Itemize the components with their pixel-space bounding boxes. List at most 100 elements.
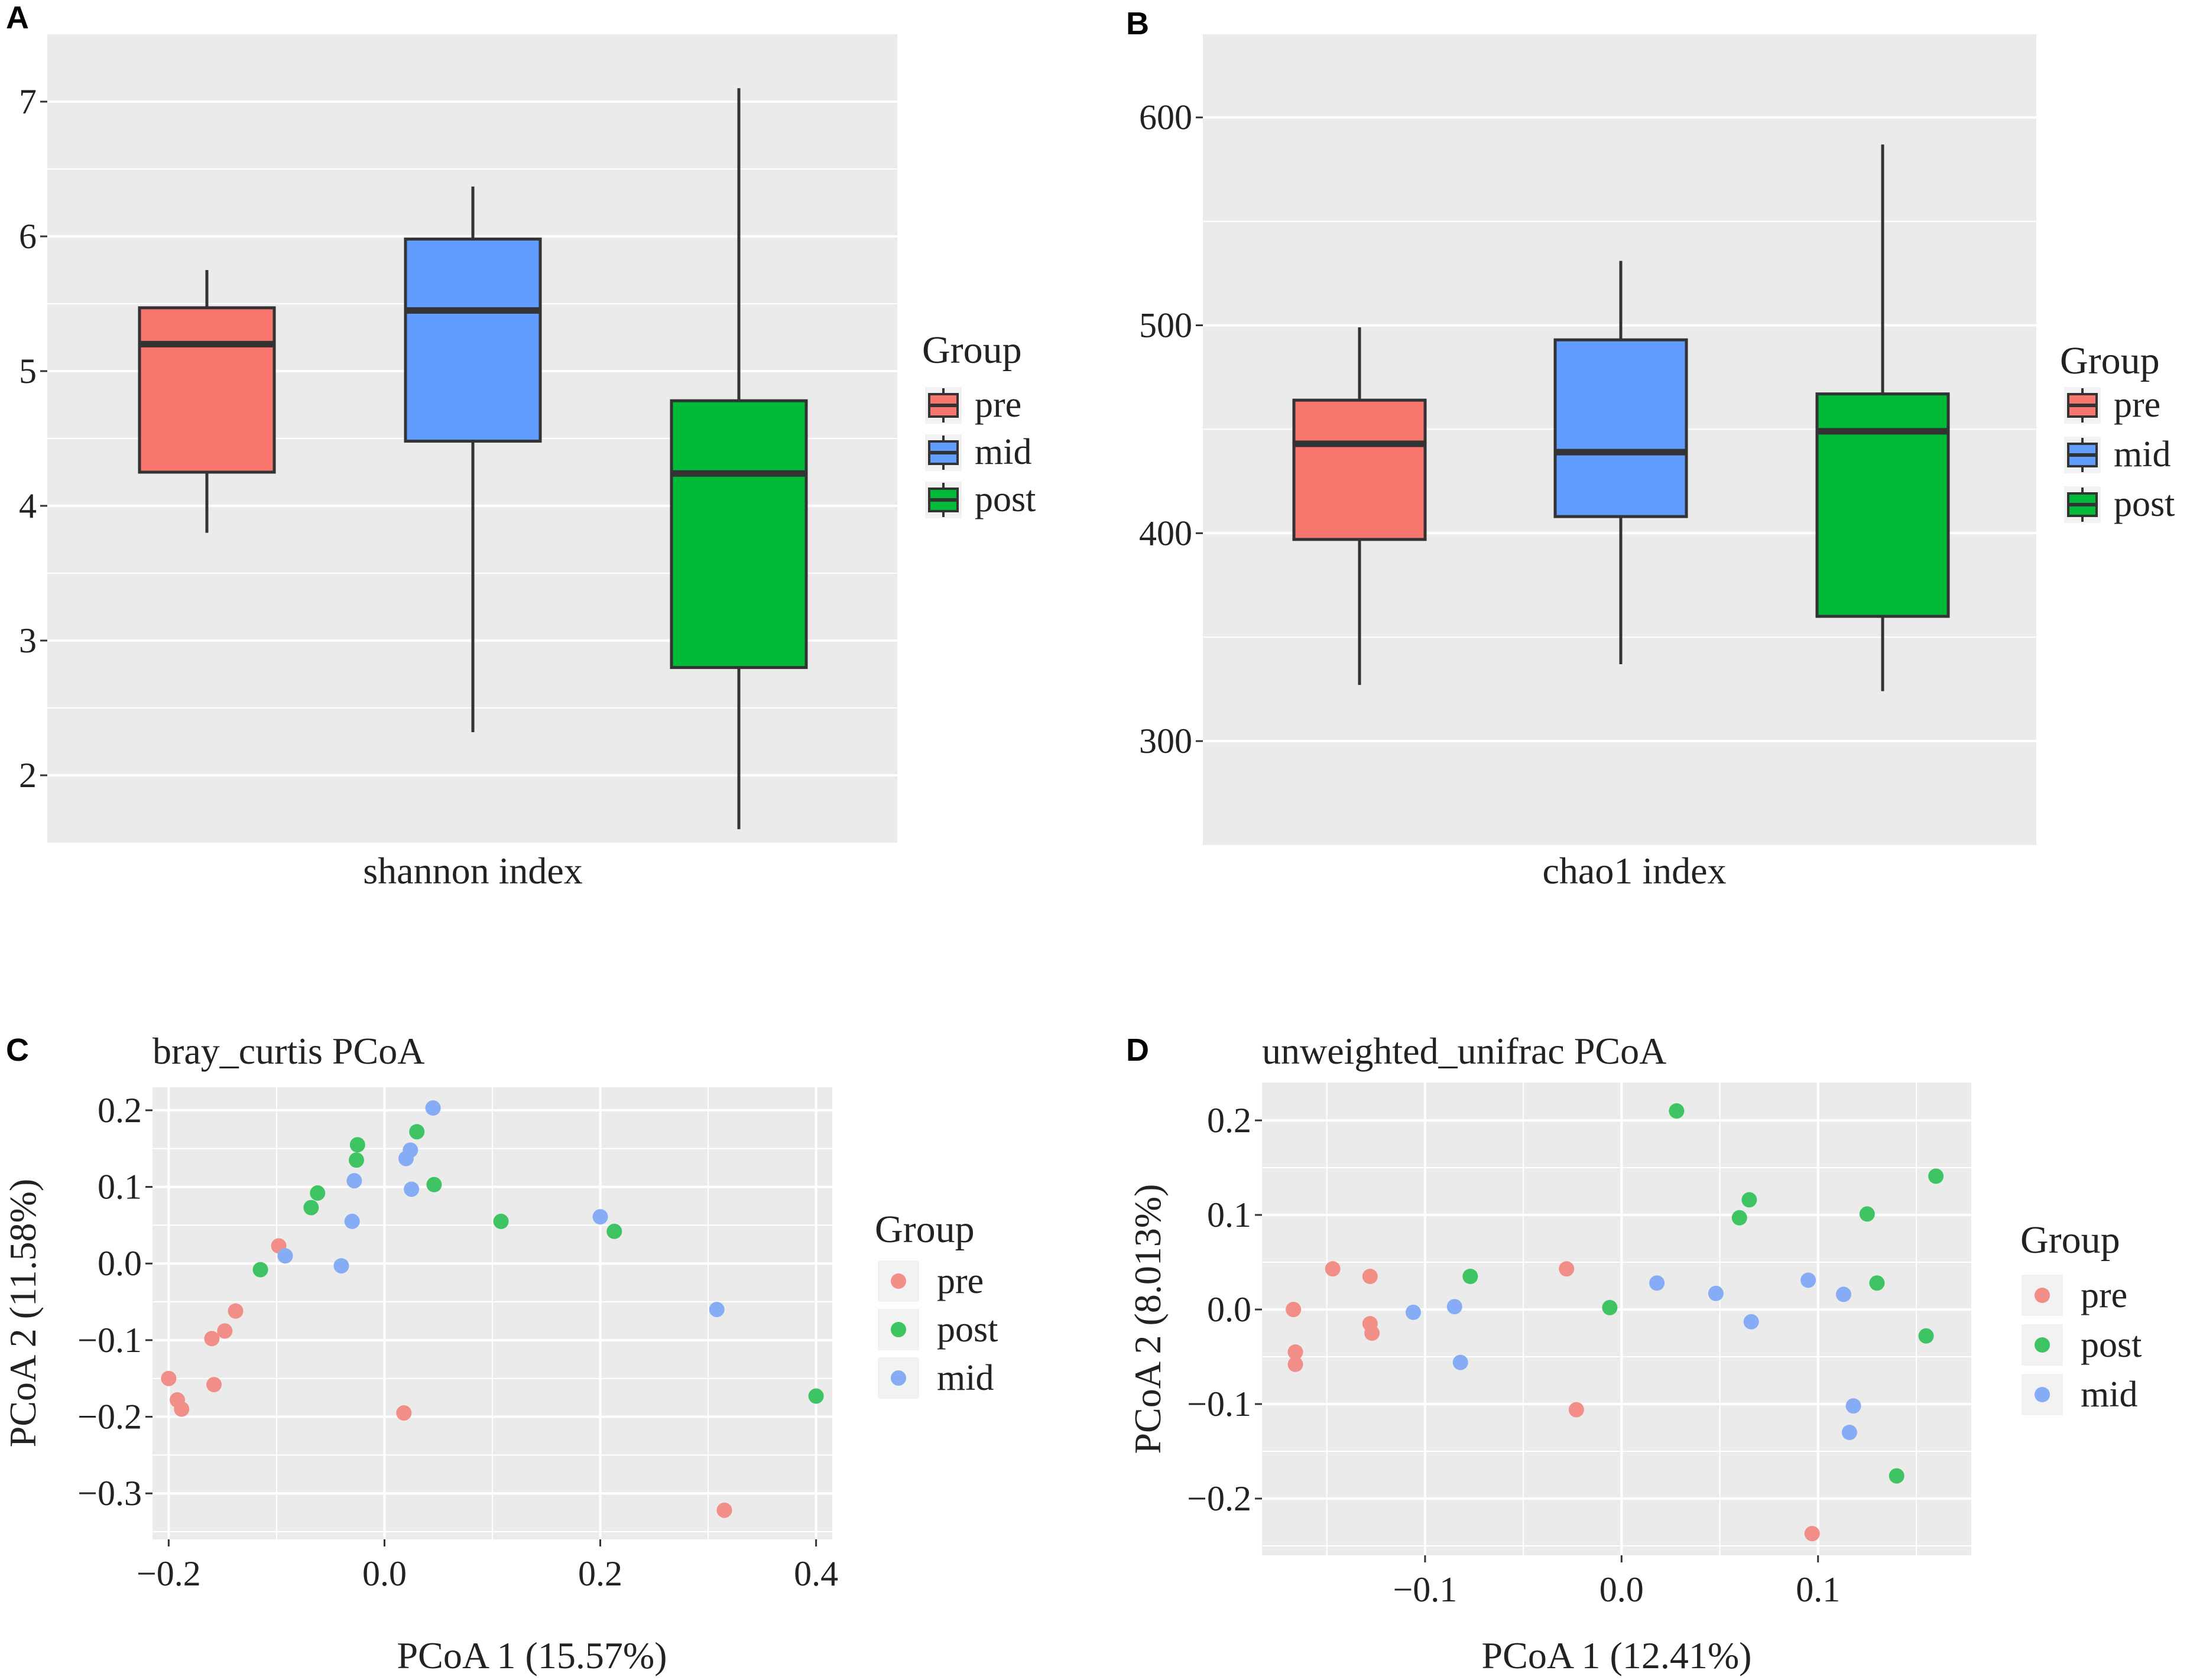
point-post: [1669, 1103, 1685, 1119]
a-y-tick-label: 3: [19, 621, 37, 660]
legend-label-pre: pre: [2081, 1275, 2127, 1315]
panel-b-y-ticks: 300 400 500 600: [1139, 98, 1203, 761]
legend-item-pre: pre: [2064, 385, 2160, 425]
point-pre: [1287, 1356, 1303, 1372]
point-post: [349, 1137, 365, 1153]
point-pre: [1286, 1302, 1302, 1317]
point-mid: [1405, 1304, 1421, 1320]
point-mid: [1743, 1314, 1759, 1330]
legend-item-post: post: [878, 1309, 998, 1350]
point-mid: [1841, 1425, 1857, 1440]
b-y-tick-label: 300: [1139, 722, 1192, 761]
box-mid-body: [404, 238, 542, 443]
panel-d-points: [1286, 1103, 1944, 1542]
point-pre: [1364, 1325, 1380, 1341]
point-post: [1462, 1269, 1478, 1284]
legend-item-post: post: [2064, 484, 2175, 524]
point-pre: [206, 1377, 222, 1393]
point-pre: [1568, 1402, 1584, 1418]
point-mid: [398, 1151, 414, 1166]
panel-a: A 2 3 4 5 6 7 shannon index Group pre mid post: [6, 0, 1036, 892]
panel-label-a: A: [6, 0, 29, 35]
box-mid-body: [1553, 338, 1688, 518]
a-y-tick-label: 2: [19, 756, 37, 795]
box-post: [670, 88, 808, 830]
legend-item-post: post: [925, 479, 1036, 519]
point-mid: [1452, 1354, 1468, 1370]
panel-d-background: [1262, 1083, 1971, 1555]
point-post: [1602, 1299, 1618, 1315]
point-pre: [217, 1323, 233, 1339]
point-mid: [1845, 1398, 1861, 1414]
point-pre: [716, 1502, 732, 1518]
box-post-body: [1815, 392, 1950, 618]
point-pre: [1287, 1344, 1303, 1360]
a-y-tick-label: 7: [19, 82, 37, 121]
d-y-tick-label: 0.2: [1207, 1101, 1251, 1140]
point-post: [310, 1185, 326, 1201]
point-mid: [1446, 1299, 1462, 1315]
panel-d-legend-title: Group: [2020, 1218, 2120, 1262]
point-post: [1918, 1328, 1934, 1344]
point-mid: [709, 1302, 725, 1318]
c-x-tick-label: −0.2: [137, 1554, 201, 1593]
c-y-tick-label: −0.1: [77, 1321, 142, 1360]
point-post: [1869, 1275, 1885, 1291]
panel-c-points: [161, 1100, 824, 1518]
d-y-tick-label: −0.2: [1187, 1479, 1251, 1518]
point-post: [1741, 1192, 1757, 1208]
legend-label-post: post: [2081, 1325, 2142, 1365]
point-post: [252, 1262, 268, 1278]
legend-key-dot: [891, 1273, 906, 1289]
d-y-tick-label: −0.1: [1187, 1385, 1251, 1424]
c-x-tick-label: 0.4: [794, 1554, 838, 1593]
panel-b-x-label: chao1 index: [1543, 850, 1727, 892]
c-y-tick-label: 0.1: [98, 1168, 142, 1207]
panel-c-legend-title: Group: [875, 1208, 975, 1251]
panel-d-ticks: −0.1 0.0 0.1 −0.2 −0.1 0.0 0.1 0.2: [1187, 1101, 1840, 1609]
panel-label-d: D: [1126, 1032, 1149, 1068]
legend-key-dot: [2035, 1337, 2050, 1353]
b-y-tick-label: 400: [1139, 514, 1192, 553]
point-post: [493, 1213, 509, 1229]
legend-label-mid: mid: [2114, 434, 2170, 475]
legend-item-mid: mid: [2022, 1374, 2137, 1415]
point-pre: [161, 1370, 177, 1386]
point-mid: [1835, 1286, 1851, 1302]
panel-c-ticks: −0.2 0.0 0.2 0.4 −0.3 −0.2 −0.1 0.0 0.1 0.2: [77, 1091, 838, 1593]
box-mid: [1553, 261, 1688, 664]
panel-d-legend: Group pre post mid: [2020, 1218, 2142, 1415]
point-mid: [404, 1181, 420, 1197]
legend-label-mid: mid: [2081, 1374, 2137, 1415]
point-pre: [1804, 1526, 1820, 1542]
d-x-tick-label: 0.1: [1796, 1570, 1840, 1609]
point-mid: [346, 1173, 362, 1189]
box-pre-body: [138, 306, 276, 474]
box-pre: [1292, 327, 1427, 685]
point-post: [1731, 1210, 1747, 1226]
point-mid: [1800, 1272, 1816, 1288]
point-pre: [204, 1331, 220, 1347]
a-y-tick-label: 6: [19, 217, 37, 256]
legend-item-mid: mid: [2064, 434, 2170, 475]
legend-label-pre: pre: [2114, 385, 2160, 425]
panel-b-legend: Group pre mid post: [2060, 339, 2175, 524]
point-pre: [1362, 1269, 1378, 1284]
point-post: [606, 1223, 622, 1239]
legend-label-pre: pre: [975, 385, 1021, 425]
point-pre: [1325, 1261, 1341, 1277]
panel-c-legend: Group pre post mid: [875, 1208, 998, 1399]
point-post: [303, 1200, 319, 1216]
legend-item-mid: mid: [878, 1357, 994, 1399]
point-post: [1859, 1206, 1875, 1222]
d-x-tick-label: 0.0: [1599, 1570, 1644, 1609]
panel-d-title: unweighted_unifrac PCoA: [1262, 1030, 1666, 1072]
c-y-tick-label: 0.0: [98, 1244, 142, 1283]
legend-item-post: post: [2022, 1324, 2142, 1366]
legend-label-mid: mid: [975, 432, 1031, 472]
point-post: [426, 1177, 442, 1192]
legend-key-dot: [891, 1370, 906, 1386]
c-y-tick-label: −0.3: [77, 1474, 142, 1513]
point-mid: [344, 1213, 360, 1229]
